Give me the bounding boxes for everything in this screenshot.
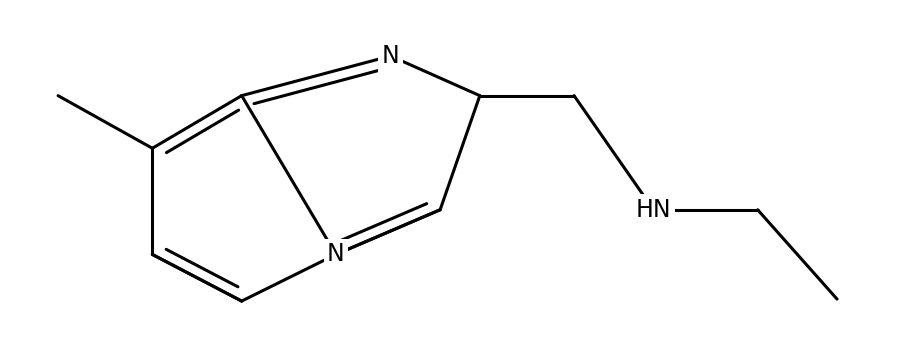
Text: N: N [327,243,344,266]
Text: HN: HN [635,198,670,222]
Text: N: N [381,44,399,68]
